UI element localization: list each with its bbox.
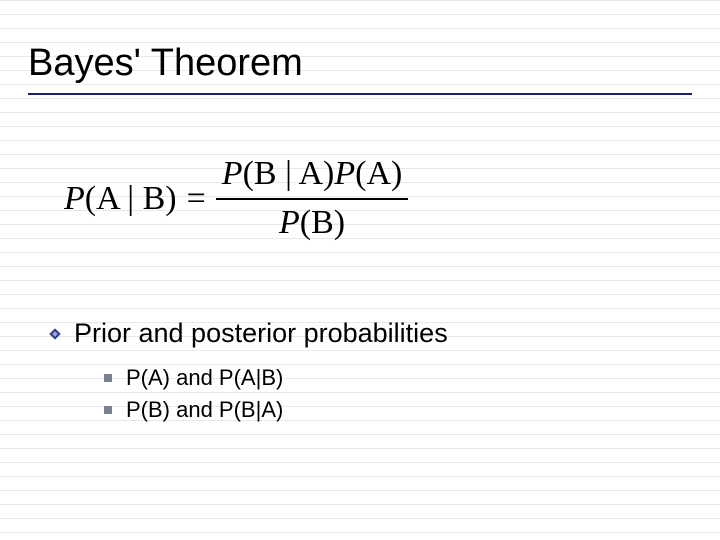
formula-lhs-P: P — [64, 180, 85, 217]
bayes-formula: P(A | B) = P(B | A)P(A) P(B) — [64, 153, 692, 244]
subbullet-text: P(B) and P(B|A) — [126, 397, 283, 423]
bullet-item: Prior and posterior probabilities — [48, 318, 692, 349]
fraction-bar — [216, 198, 409, 200]
formula-den-args: (B) — [300, 204, 345, 241]
list-item: P(B) and P(B|A) — [104, 397, 692, 423]
subbullet-text: P(A) and P(A|B) — [126, 365, 283, 391]
formula-equals: = — [187, 180, 206, 218]
formula-num-args2: (A) — [355, 155, 402, 192]
square-bullet-icon — [104, 374, 112, 382]
bullet-text: Prior and posterior probabilities — [74, 318, 448, 349]
formula-num-args1: (B | A) — [243, 155, 335, 192]
slide-title: Bayes' Theorem — [28, 0, 692, 95]
formula-num-P1: P — [222, 155, 243, 192]
square-bullet-icon — [104, 406, 112, 414]
diamond-bullet-icon — [48, 327, 62, 341]
formula-num-P2: P — [334, 155, 355, 192]
formula-den-P: P — [279, 204, 300, 241]
list-item: P(A) and P(A|B) — [104, 365, 692, 391]
formula-lhs-args: (A | B) — [85, 180, 177, 217]
